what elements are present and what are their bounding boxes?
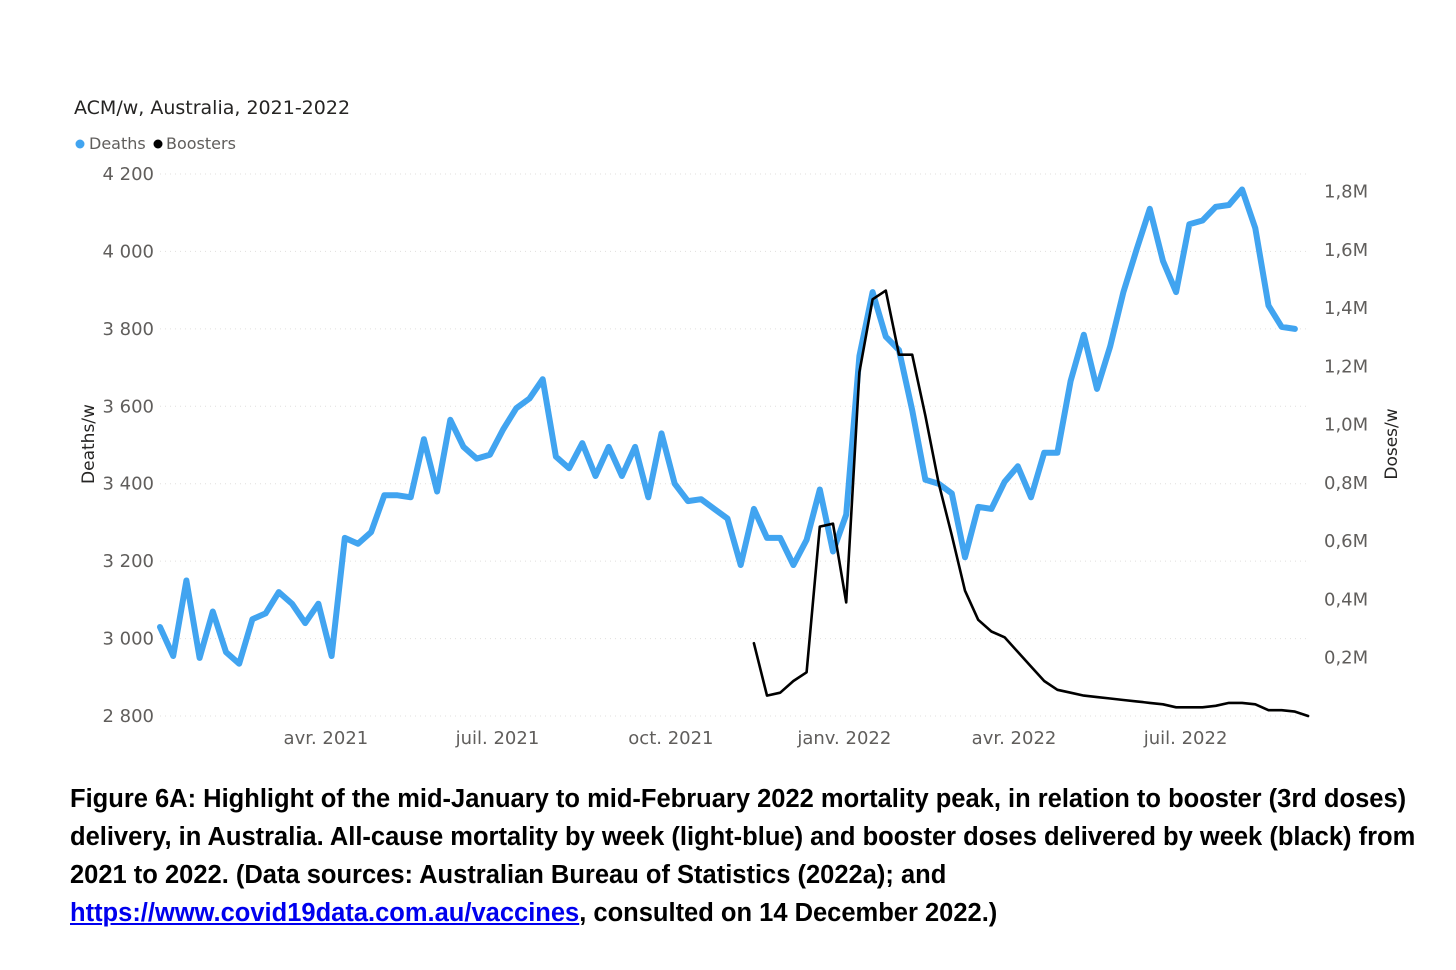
x-tick-label: janv. 2022 <box>796 728 891 749</box>
series-boosters <box>752 289 1310 718</box>
x-axis: avr. 2021 juil. 2021 oct. 2021 janv. 2022 av… <box>284 728 1228 749</box>
y-axis-left: 2 800 3 000 3 200 3 400 3 600 3 800 4 000 4 200 <box>102 164 154 727</box>
y-axis-title-left: Deaths/w <box>79 404 99 484</box>
y-tick-label-left: 4 000 <box>102 241 154 262</box>
x-tick-label: oct. 2021 <box>628 728 713 749</box>
y-tick-label-right: 1,0M <box>1324 415 1368 436</box>
caption-text-after: , consulted on 14 December 2022.) <box>579 899 998 927</box>
caption-text-before: Figure 6A: Highlight of the mid-January … <box>70 785 1416 889</box>
legend: Deaths Boosters <box>75 134 236 153</box>
y-tick-label-right: 0,4M <box>1324 589 1368 610</box>
y-tick-label-right: 0,8M <box>1324 473 1368 494</box>
legend-marker-boosters <box>153 139 163 149</box>
x-tick-label: juil. 2022 <box>1143 728 1228 749</box>
y-tick-label-right: 0,6M <box>1324 531 1368 552</box>
y-tick-label-right: 1,6M <box>1324 240 1368 261</box>
y-tick-label-left: 3 600 <box>102 396 154 417</box>
legend-label-deaths: Deaths <box>89 134 146 153</box>
x-tick-label: avr. 2021 <box>284 728 369 749</box>
y-tick-label-left: 3 200 <box>102 551 154 572</box>
y-tick-label-left: 3 400 <box>102 474 154 495</box>
y-tick-label-left: 3 800 <box>102 319 154 340</box>
series-line-boosters <box>752 289 1310 718</box>
y-axis-right: 0,2M 0,4M 0,6M 0,8M 1,0M 1,2M 1,4M 1,6M 1,8M <box>1324 181 1368 668</box>
gridlines <box>160 173 1310 717</box>
chart-title: ACM/w, Australia, 2021-2022 <box>74 97 350 119</box>
x-tick-label: juil. 2021 <box>455 728 540 749</box>
y-tick-label-left: 3 000 <box>102 629 154 650</box>
y-tick-label-right: 1,2M <box>1324 356 1368 377</box>
chart: ACM/w, Australia, 2021-2022 Deaths Boost… <box>74 97 1402 749</box>
series-layer <box>157 186 1310 718</box>
legend-marker-deaths <box>75 139 85 149</box>
legend-label-boosters: Boosters <box>166 134 236 153</box>
y-tick-label-left: 2 800 <box>102 706 154 727</box>
series-deaths <box>157 186 1298 667</box>
figure-caption: Figure 6A: Highlight of the mid-January … <box>70 780 1440 932</box>
x-tick-label: avr. 2022 <box>972 728 1057 749</box>
y-axis-title-right: Doses/w <box>1382 408 1402 479</box>
series-line-deaths <box>157 186 1298 667</box>
y-tick-label-right: 0,2M <box>1324 648 1368 669</box>
y-tick-label-right: 1,8M <box>1324 181 1368 202</box>
y-tick-label-left: 4 200 <box>102 164 154 185</box>
y-tick-label-right: 1,4M <box>1324 298 1368 319</box>
caption-source-link[interactable]: https://www.covid19data.com.au/vaccines <box>70 899 580 927</box>
